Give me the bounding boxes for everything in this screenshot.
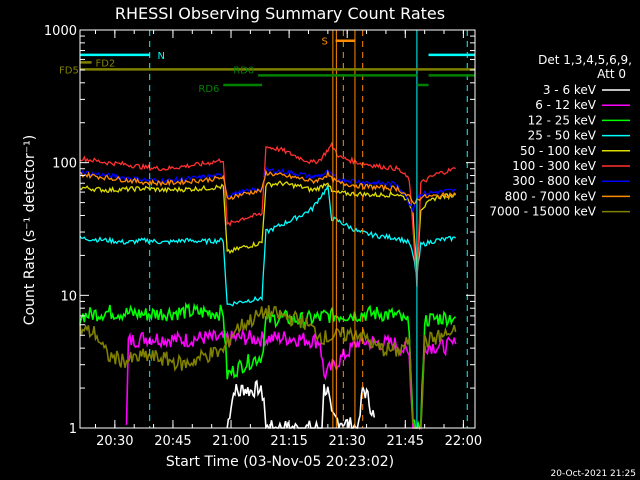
x-tick-label: 21:30 bbox=[328, 434, 365, 449]
x-tick-label: 20:30 bbox=[96, 434, 133, 449]
y-axis-label: Count Rate (s⁻¹ detector⁻¹) bbox=[22, 135, 38, 325]
legend-label: 50 - 100 keV bbox=[520, 144, 597, 158]
chart-title: RHESSI Observing Summary Count Rates bbox=[115, 4, 445, 23]
state-label-rd6: RD6 bbox=[198, 84, 219, 95]
series-line-50-100-kev bbox=[79, 180, 457, 274]
x-axis-label: Start Time (03-Nov-05 20:23:02) bbox=[166, 454, 394, 470]
state-label-rd0: RD0 bbox=[233, 65, 254, 76]
x-tick-label: 21:45 bbox=[387, 434, 424, 449]
legend-label: 6 - 12 keV bbox=[535, 98, 597, 112]
series-line-300-800-kev bbox=[80, 166, 456, 214]
legend-label: 300 - 800 keV bbox=[512, 174, 596, 188]
legend-label: 25 - 50 keV bbox=[528, 129, 597, 143]
y-tick-label: 1 bbox=[69, 422, 77, 437]
axis-ticks: 20:30 20:45 21:00 21:15 21:30 21:45 22:00 1 10 10… bbox=[44, 24, 482, 449]
attenuator-label: Att 0 bbox=[597, 67, 626, 81]
legend-label: 7000 - 15000 keV bbox=[489, 205, 596, 219]
x-tick-label: 21:00 bbox=[212, 434, 249, 449]
state-label-s: S bbox=[321, 37, 327, 48]
series-line-800-7000-kev bbox=[79, 168, 456, 205]
legend-label: 800 - 7000 keV bbox=[505, 189, 597, 203]
series-line-25-50-kev bbox=[79, 185, 456, 307]
legend-label: 100 - 300 keV bbox=[512, 159, 596, 173]
y-tick-label: 1000 bbox=[44, 24, 77, 39]
x-tick-label: 20:45 bbox=[154, 434, 191, 449]
legend-label: 3 - 6 keV bbox=[543, 83, 597, 97]
y-tick-label: 10 bbox=[60, 289, 77, 304]
state-label-fd2: FD2 bbox=[95, 58, 115, 69]
timestamp: 20-Oct-2021 21:25 bbox=[551, 469, 636, 479]
y-tick-label: 100 bbox=[52, 157, 77, 172]
plot-frame bbox=[79, 29, 476, 429]
x-tick-label: 21:15 bbox=[270, 434, 307, 449]
state-label-n: N bbox=[157, 51, 164, 62]
x-tick-label: 22:00 bbox=[445, 434, 482, 449]
state-label-fd5: FD5 bbox=[59, 65, 79, 76]
series-line-100-300-kev bbox=[79, 141, 456, 287]
series-line-7000-15000-kev bbox=[79, 305, 457, 429]
detector-label: Det 1,3,4,5,6,9, bbox=[538, 53, 632, 67]
legend-label: 12 - 25 keV bbox=[528, 113, 597, 127]
